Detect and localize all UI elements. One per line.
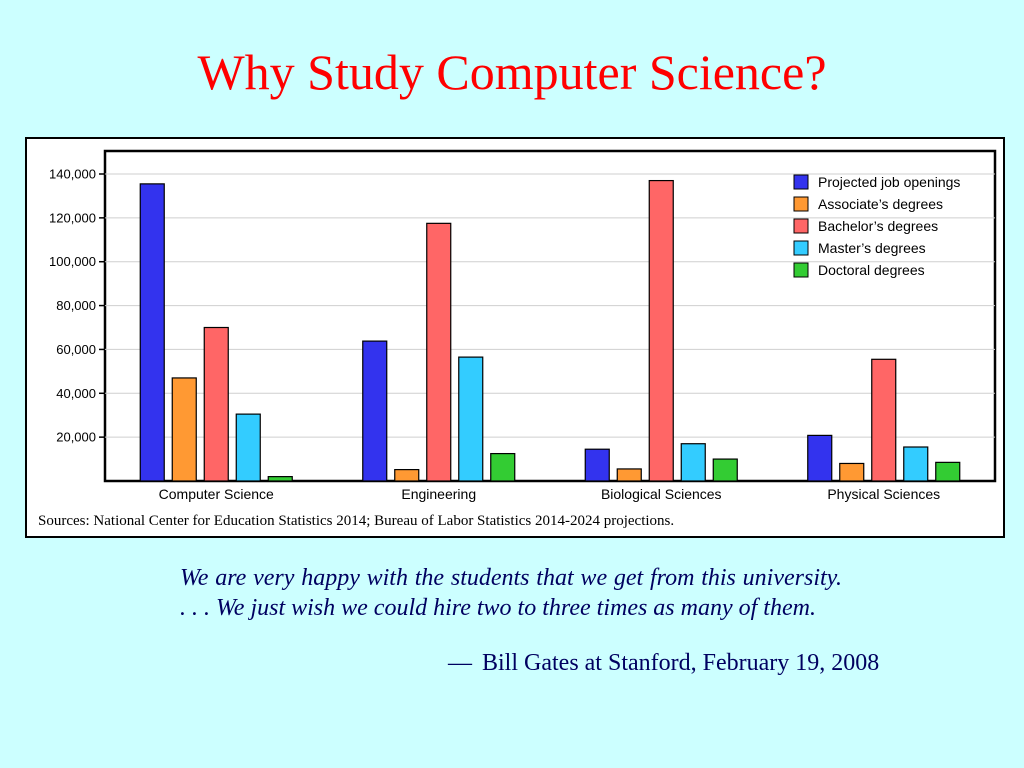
bar	[935, 461, 961, 482]
bar	[903, 446, 929, 482]
attribution-text: Bill Gates at Stanford, February 19, 200…	[482, 650, 880, 676]
bar	[871, 358, 897, 482]
legend-swatch	[793, 262, 809, 278]
y-tick-label: 20,000	[56, 430, 96, 445]
bar	[490, 452, 516, 482]
legend-label: Projected job openings	[818, 174, 960, 190]
x-category-label: Physical Sciences	[827, 486, 940, 502]
y-tick-label: 140,000	[49, 167, 96, 182]
bar	[807, 434, 833, 482]
bar	[712, 458, 738, 482]
bar	[616, 468, 642, 482]
slide-title: Why Study Computer Science?	[197, 44, 827, 100]
legend-swatch	[793, 218, 809, 234]
legend-label: Bachelor’s degrees	[818, 218, 938, 234]
bar	[458, 356, 484, 482]
x-axis-labels: Computer Science Engineering Biological Sc…	[159, 486, 941, 502]
bar	[648, 179, 674, 482]
bar-chart: 20,000 40,000 60,000 80,000 100,000 120,000 14…	[49, 149, 997, 502]
y-tick-label: 100,000	[49, 254, 96, 269]
chart-frame: 20,000 40,000 60,000 80,000 100,000 120,000 14…	[25, 137, 1005, 538]
bar	[394, 468, 420, 482]
y-tick-label: 120,000	[49, 210, 96, 225]
legend-swatch	[793, 174, 809, 190]
quote-attribution: — Bill Gates at Stanford, February 19, 20…	[448, 650, 879, 677]
bar	[426, 222, 452, 482]
sources-note: Sources: National Center for Education S…	[38, 513, 675, 529]
legend-label: Master’s degrees	[818, 240, 926, 256]
y-tick-label: 80,000	[56, 298, 96, 313]
legend-label: Associate’s degrees	[818, 196, 943, 212]
bar	[267, 476, 293, 482]
legend: Projected job openings Associate’s degree…	[793, 174, 960, 278]
quote-text: We are very happy with the students that…	[180, 565, 842, 621]
bars	[139, 179, 961, 482]
attribution-dash: —	[448, 650, 472, 676]
bar	[839, 462, 865, 482]
bar	[584, 448, 610, 482]
legend-swatch	[793, 196, 809, 212]
x-category-label: Biological Sciences	[601, 486, 722, 502]
y-tick-label: 40,000	[56, 386, 96, 401]
bar	[362, 340, 388, 482]
legend-swatch	[793, 240, 809, 256]
bar	[203, 326, 229, 482]
x-category-label: Engineering	[401, 486, 476, 502]
bar	[139, 183, 165, 482]
bar	[235, 413, 261, 482]
bar	[171, 377, 197, 482]
x-category-label: Computer Science	[159, 486, 274, 502]
y-tick-label: 60,000	[56, 342, 96, 357]
y-axis-ticks: 20,000 40,000 60,000 80,000 100,000 120,000 14…	[49, 167, 105, 445]
bar	[680, 443, 706, 482]
legend-label: Doctoral degrees	[818, 262, 925, 278]
